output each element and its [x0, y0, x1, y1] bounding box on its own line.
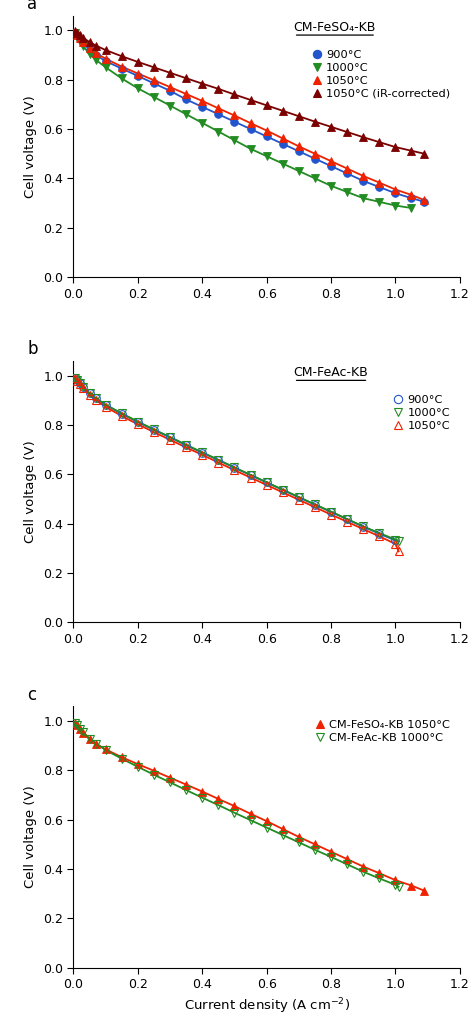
Text: c: c: [27, 685, 36, 704]
Y-axis label: Cell voltage (V): Cell voltage (V): [25, 440, 37, 543]
X-axis label: Current density (A cm$^{-2}$): Current density (A cm$^{-2}$): [183, 997, 350, 1016]
Y-axis label: Cell voltage (V): Cell voltage (V): [25, 95, 37, 198]
Text: b: b: [27, 341, 37, 358]
Legend: CM-FeSO₄-KB 1050°C, CM-FeAc-KB 1000°C: CM-FeSO₄-KB 1050°C, CM-FeAc-KB 1000°C: [317, 719, 450, 743]
Text: a: a: [27, 0, 37, 12]
Text: CM-FeAc-KB: CM-FeAc-KB: [294, 366, 368, 379]
Legend: 900°C, 1000°C, 1050°C: 900°C, 1000°C, 1050°C: [395, 395, 450, 431]
Text: CM-FeSO₄-KB: CM-FeSO₄-KB: [294, 21, 376, 34]
Legend: 900°C, 1000°C, 1050°C, 1050°C (iR-corrected): 900°C, 1000°C, 1050°C, 1050°C (iR-correc…: [314, 50, 450, 98]
Y-axis label: Cell voltage (V): Cell voltage (V): [25, 786, 37, 888]
